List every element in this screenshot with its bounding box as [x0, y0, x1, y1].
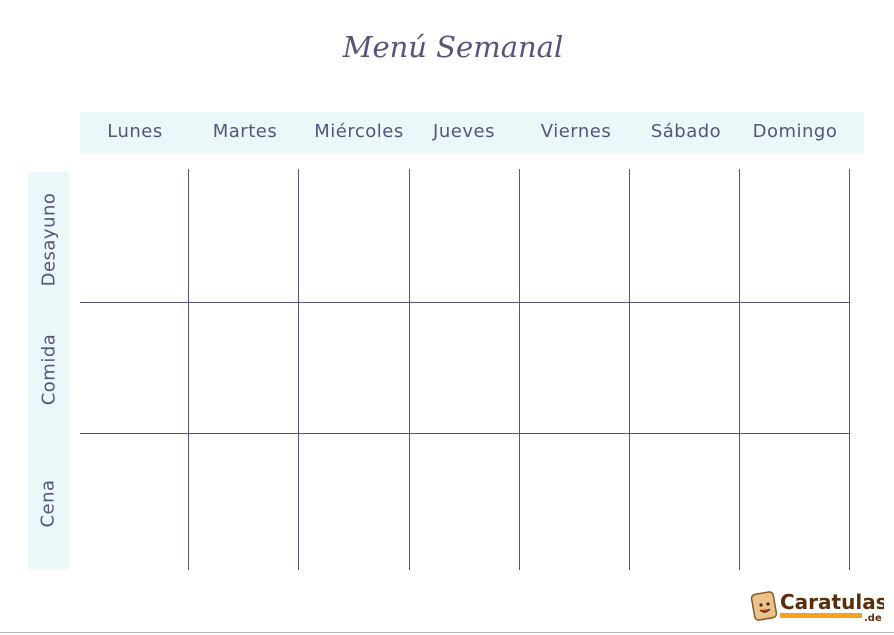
caratulas-logo: Caratulas .de [750, 590, 884, 624]
grid-line [80, 433, 850, 434]
day-sabado: Sábado [650, 121, 722, 142]
logo-text: Caratulas [780, 590, 884, 614]
day-martes: Martes [212, 121, 278, 142]
day-lunes: Lunes [107, 121, 163, 142]
grid-line [849, 169, 850, 570]
grid-line [519, 169, 520, 570]
grid-line [739, 169, 740, 570]
bottom-divider [0, 632, 894, 633]
day-jueves: Jueves [433, 121, 495, 142]
meal-desayuno: Desayuno [28, 174, 69, 304]
meal-label: Cena [38, 478, 59, 528]
day-miercoles: Miércoles [314, 121, 404, 142]
page-title: Menú Semanal [342, 30, 564, 64]
grid-line [298, 169, 299, 570]
meals-column: Desayuno Comida Cena [28, 172, 69, 569]
day-domingo: Domingo [752, 121, 838, 142]
meal-cena: Cena [28, 438, 69, 568]
meal-label: Comida [38, 333, 60, 405]
meal-comida: Comida [28, 304, 69, 434]
mascot-icon [750, 591, 778, 621]
days-header: Lunes Martes Miércoles Jueves Viernes Sá… [80, 112, 864, 153]
grid-line [188, 169, 189, 570]
logo-suffix: .de [864, 613, 882, 624]
meal-label: Desayuno [38, 192, 60, 286]
grid-line [629, 169, 630, 570]
grid-line [409, 169, 410, 570]
day-viernes: Viernes [540, 121, 612, 142]
grid-line [80, 302, 850, 303]
